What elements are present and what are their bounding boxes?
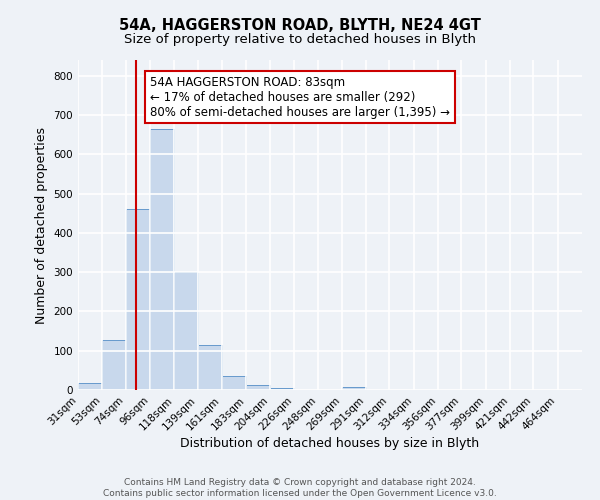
Bar <box>269 388 294 390</box>
Text: Contains HM Land Registry data © Crown copyright and database right 2024.
Contai: Contains HM Land Registry data © Crown c… <box>103 478 497 498</box>
Text: Size of property relative to detached houses in Blyth: Size of property relative to detached ho… <box>124 32 476 46</box>
X-axis label: Distribution of detached houses by size in Blyth: Distribution of detached houses by size … <box>181 438 479 450</box>
Bar <box>150 128 175 390</box>
Bar <box>175 272 197 390</box>
Bar <box>125 210 150 390</box>
Bar <box>222 376 247 390</box>
Bar <box>103 340 125 390</box>
Text: 54A HAGGERSTON ROAD: 83sqm
← 17% of detached houses are smaller (292)
80% of sem: 54A HAGGERSTON ROAD: 83sqm ← 17% of deta… <box>150 76 450 118</box>
Bar <box>197 345 222 390</box>
Bar <box>78 383 103 390</box>
Y-axis label: Number of detached properties: Number of detached properties <box>35 126 48 324</box>
Bar <box>341 387 366 390</box>
Bar <box>247 386 269 390</box>
Text: 54A, HAGGERSTON ROAD, BLYTH, NE24 4GT: 54A, HAGGERSTON ROAD, BLYTH, NE24 4GT <box>119 18 481 32</box>
